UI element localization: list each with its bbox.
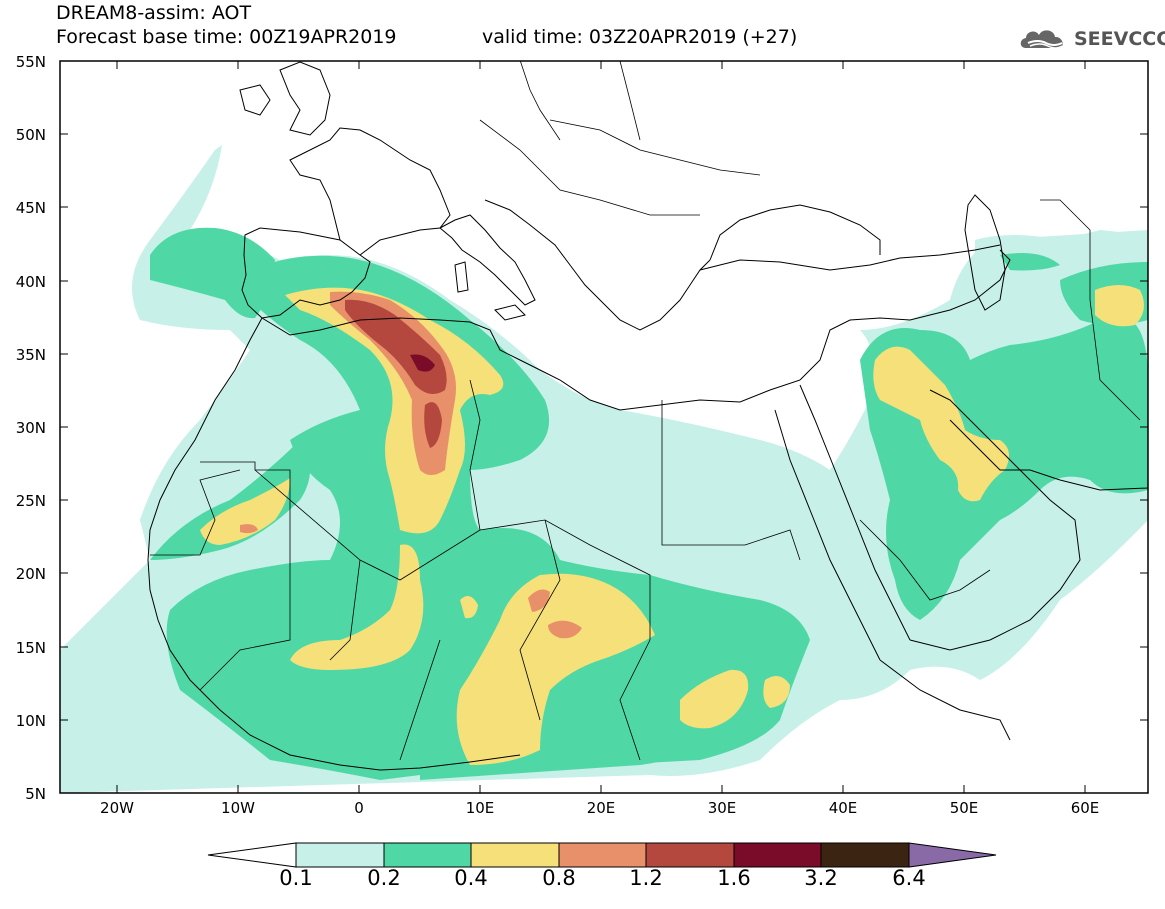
lat-label: 50N (16, 126, 46, 144)
colorbar-label: 0.1 (279, 866, 313, 890)
lon-labels: 20W 10W 0 10E 20E 30E 40E 50E 60E (100, 799, 1099, 817)
lon-label: 30E (708, 799, 737, 817)
forecast-base-time: Forecast base time: 00Z19APR2019 (56, 26, 397, 48)
colorbar-bin (470, 842, 560, 868)
lon-label: 40E (829, 799, 858, 817)
lon-label: 20E (587, 799, 616, 817)
seevccc-logo: SEEVCCC (1018, 24, 1165, 54)
colorbar-bin (295, 842, 385, 868)
logo-text: SEEVCCC (1074, 28, 1165, 50)
lat-labels: 55N 50N 45N 40N 35N 30N 25N 20N 15N 10N … (16, 53, 46, 803)
colorbar-bin (820, 842, 910, 868)
lat-label: 10N (16, 712, 46, 730)
colorbar-label: 0.2 (367, 866, 401, 890)
colorbar-label: 0.4 (454, 866, 488, 890)
colorbar-label: 6.4 (892, 866, 926, 890)
lat-label: 55N (16, 53, 46, 71)
country-borders (150, 61, 1141, 761)
lat-label: 45N (16, 199, 46, 217)
colorbar-label: 0.8 (542, 866, 576, 890)
lat-axis (60, 60, 1148, 794)
lon-label: 10W (221, 799, 255, 817)
colorbar (207, 842, 997, 868)
colorbar-bin (733, 842, 822, 868)
lat-label: 40N (16, 273, 46, 291)
lon-label: 60E (1071, 799, 1100, 817)
colorbar-bin (558, 842, 647, 868)
cloud-icon (1020, 30, 1063, 49)
colorbar-bin (383, 842, 472, 868)
lat-label: 15N (16, 639, 46, 657)
colorbar-high-arrow (908, 842, 997, 868)
lon-label: 0 (354, 799, 364, 817)
lat-label: 30N (16, 419, 46, 437)
lat-label: 5N (25, 785, 46, 803)
colorbar-label: 1.2 (629, 866, 663, 890)
lon-label: 20W (100, 799, 134, 817)
lon-label: 10E (466, 799, 495, 817)
coastlines (147, 61, 1148, 771)
lat-label: 20N (16, 565, 46, 583)
map-title: DREAM8-assim: AOT (56, 2, 252, 24)
lat-label: 25N (16, 492, 46, 510)
valid-time: valid time: 03Z20APR2019 (+27) (482, 26, 798, 48)
colorbar-label: 1.6 (717, 866, 751, 890)
lon-axis (116, 61, 1086, 793)
lat-label: 35N (16, 346, 46, 364)
lon-label: 50E (950, 799, 979, 817)
colorbar-low-arrow (207, 842, 297, 868)
colorbar-bin (645, 842, 735, 868)
colorbar-label: 3.2 (804, 866, 838, 890)
